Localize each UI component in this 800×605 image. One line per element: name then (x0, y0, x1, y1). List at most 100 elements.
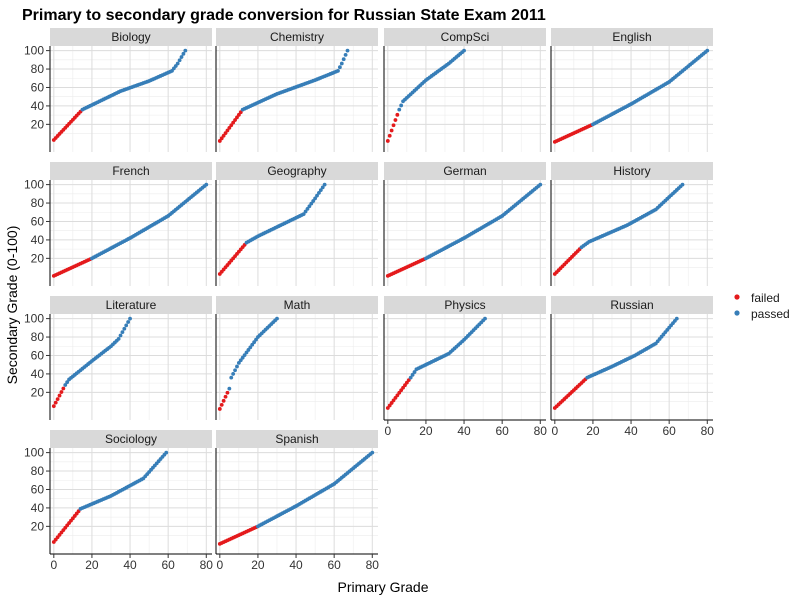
panel-title: Geography (267, 164, 326, 178)
panel-grid (50, 314, 212, 420)
panel-grid (216, 180, 378, 286)
panel-grid (50, 180, 212, 286)
panel-grid (216, 46, 378, 152)
panel-chemistry: Chemistry (215, 28, 378, 152)
point-passed (483, 316, 487, 321)
point-failed (223, 394, 228, 399)
panel-title: Math (284, 298, 311, 312)
y-tick-label: 60 (31, 214, 45, 228)
panel-sociology: Sociology 20 40 60 80 100 0 20 40 60 80 (24, 430, 213, 572)
point-passed (345, 48, 350, 53)
point-passed (175, 61, 180, 66)
panel-physics: Physics 0 20 40 60 80 (383, 296, 547, 438)
point-passed (370, 450, 375, 455)
point-passed (538, 182, 543, 187)
point-failed (236, 112, 241, 117)
legend-key-passed (734, 310, 740, 316)
panel-title: German (443, 164, 486, 178)
point-failed (55, 397, 60, 402)
point-failed (59, 390, 64, 394)
x-tick-label: 40 (123, 558, 137, 572)
x-tick-label: 0 (384, 424, 391, 438)
panel-strip (216, 162, 378, 180)
point-passed (179, 55, 184, 59)
point-passed (680, 182, 685, 187)
panel-points (385, 182, 543, 278)
panel-strip (50, 162, 212, 180)
panel-grid (216, 448, 378, 554)
panel-points (51, 316, 132, 409)
panel-grid (551, 180, 713, 286)
panel-points (552, 182, 685, 276)
panel-title: Biology (111, 30, 150, 44)
x-tick-label: 20 (251, 558, 265, 572)
panel-points (385, 48, 466, 143)
y-tick-label: 60 (31, 482, 45, 496)
y-tick-label: 20 (31, 251, 45, 265)
legend-label-passed: passed (751, 307, 790, 321)
point-failed (57, 393, 62, 398)
point-failed (389, 128, 394, 133)
x-tick-label: 60 (161, 558, 175, 572)
panel-strip (551, 28, 713, 46)
point-failed (217, 139, 222, 143)
point-passed (341, 57, 346, 62)
point-passed (397, 107, 402, 112)
panel-french: French 20 40 60 80 100 (24, 162, 212, 286)
panel-strip (50, 430, 212, 448)
y-tick-label: 20 (31, 117, 45, 131)
point-failed (223, 131, 228, 136)
point-failed (235, 115, 239, 120)
point-failed (53, 400, 58, 405)
point-passed (408, 375, 413, 380)
point-failed (391, 123, 396, 128)
point-passed (343, 53, 348, 57)
point-passed (339, 61, 344, 66)
point-passed (118, 333, 123, 338)
panel-strip (384, 28, 546, 46)
panel-grid (384, 46, 546, 152)
point-passed (309, 201, 314, 206)
panel-strip (551, 296, 713, 314)
panel-points (552, 316, 679, 410)
point-failed (231, 120, 236, 125)
point-passed (462, 48, 466, 53)
x-tick-label: 40 (457, 424, 471, 438)
panel-strip (216, 430, 378, 448)
panel-title: Sociology (105, 432, 157, 446)
panel-points (217, 316, 279, 411)
panel-grid (50, 46, 212, 152)
panel-title: French (112, 164, 149, 178)
point-passed (229, 375, 234, 380)
point-passed (116, 336, 121, 341)
x-axis-label: Primary Grade (337, 579, 428, 595)
point-failed (229, 123, 234, 128)
panel-biology: Biology 20 40 60 80 100 (24, 28, 212, 152)
y-tick-label: 100 (24, 312, 44, 326)
panel-title: CompSci (441, 30, 490, 44)
panel-strip (50, 28, 212, 46)
y-tick-label: 100 (24, 446, 44, 460)
point-passed (313, 196, 318, 201)
point-passed (322, 182, 327, 187)
y-tick-label: 100 (24, 44, 44, 58)
x-tick-label: 20 (85, 558, 99, 572)
x-tick-label: 40 (624, 424, 638, 438)
point-passed (63, 383, 68, 387)
panels: Biology 20 40 60 80 100 Chemistry CompSci Englis… (24, 28, 714, 572)
panel-strip (216, 28, 378, 46)
point-passed (318, 188, 323, 193)
y-tick-label: 80 (31, 330, 45, 344)
chart-title: Primary to secondary grade conversion fo… (22, 7, 546, 24)
point-failed (238, 110, 243, 115)
point-failed (51, 404, 56, 409)
x-tick-label: 80 (701, 424, 715, 438)
point-passed (227, 386, 232, 391)
x-tick-label: 40 (289, 558, 303, 572)
y-tick-label: 60 (31, 348, 45, 362)
point-failed (387, 133, 392, 138)
panel-title: English (612, 30, 651, 44)
panel-strip (50, 296, 212, 314)
panel-points (51, 450, 169, 544)
